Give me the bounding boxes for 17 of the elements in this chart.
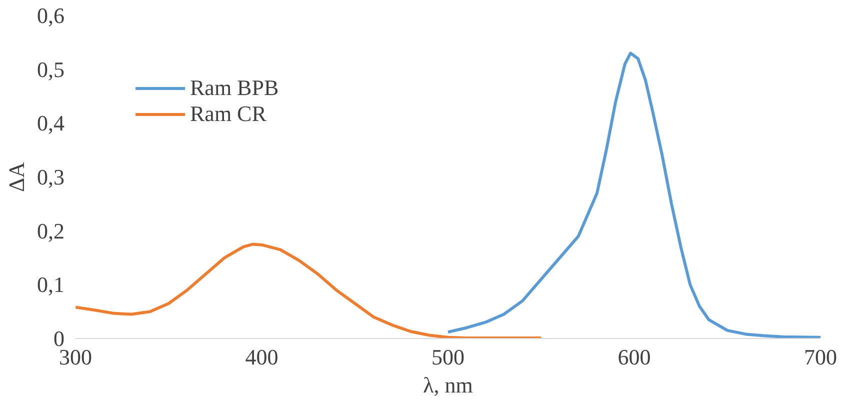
x-tick-label: 600 bbox=[618, 344, 651, 370]
x-tick-label: 500 bbox=[432, 344, 464, 370]
x-axis-title: λ, nm bbox=[423, 372, 473, 398]
y-axis-title: ΔA bbox=[4, 162, 29, 192]
y-tick-label: 0,4 bbox=[37, 110, 64, 136]
x-tick-label: 400 bbox=[245, 344, 278, 370]
legend-label: Ram CR bbox=[190, 101, 266, 127]
x-tick-label: 700 bbox=[804, 344, 837, 370]
y-tick-label: 0,1 bbox=[37, 272, 64, 298]
y-tick-label: 0 bbox=[54, 326, 64, 351]
y-tick-label: 0,2 bbox=[37, 218, 64, 244]
line-series bbox=[76, 242, 543, 338]
y-tick-label: 0,5 bbox=[37, 56, 64, 82]
line-series bbox=[446, 52, 820, 338]
y-tick-label: 0,6 bbox=[37, 3, 64, 28]
legend-label: Ram BPB bbox=[190, 75, 279, 101]
y-tick-label: 0,3 bbox=[37, 164, 64, 190]
